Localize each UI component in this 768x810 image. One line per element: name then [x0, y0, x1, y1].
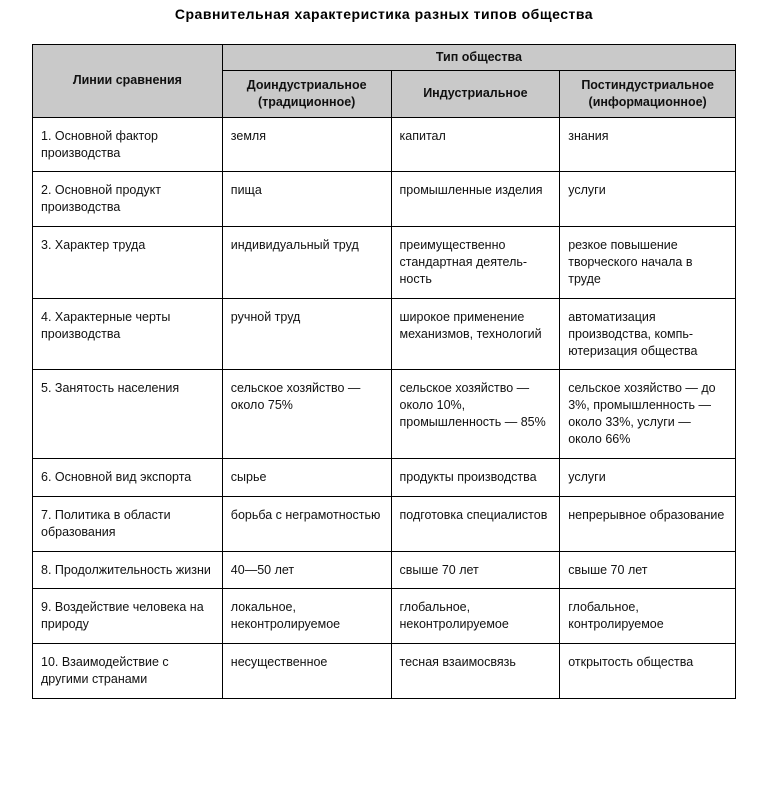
cell-b: промышленные изделия: [391, 172, 560, 227]
cell-b: глобальное, неконтролируемое: [391, 589, 560, 644]
header-lines: Линии сравнения: [33, 45, 223, 118]
table-row: 7. Политика в области образованияборьба …: [33, 496, 736, 551]
cell-c: глобальное, контролируемое: [560, 589, 736, 644]
cell-b: свыше 70 лет: [391, 551, 560, 589]
cell-a: пища: [222, 172, 391, 227]
cell-a: ручной труд: [222, 298, 391, 370]
row-label: 7. Политика в области образования: [33, 496, 223, 551]
table-row: 3. Характер трудаиндивидуальный трудпреи…: [33, 227, 736, 299]
cell-a: сельское хозяй­ство — около 75%: [222, 370, 391, 459]
cell-a: индивидуальный труд: [222, 227, 391, 299]
table-row: 8. Продолжительность жизни40—50 летсвыше…: [33, 551, 736, 589]
cell-c: свыше 70 лет: [560, 551, 736, 589]
table-row: 5. Занятость населениясельское хозяй­ств…: [33, 370, 736, 459]
cell-c: услуги: [560, 172, 736, 227]
comparison-table: Линии сравнения Тип общества Доиндустриа…: [32, 44, 736, 699]
header-group: Тип общества: [222, 45, 735, 71]
table-row: 4. Характерные черты производстваручной …: [33, 298, 736, 370]
cell-b: широкое применение механизмов, техноло­г…: [391, 298, 560, 370]
cell-b: капитал: [391, 117, 560, 172]
cell-c: знания: [560, 117, 736, 172]
cell-c: услуги: [560, 458, 736, 496]
cell-a: борьба с неграмотно­стью: [222, 496, 391, 551]
cell-c: сельское хозяйст­во — до 3%, промышленно…: [560, 370, 736, 459]
cell-b: тесная взаимосвязь: [391, 644, 560, 699]
cell-a: земля: [222, 117, 391, 172]
cell-a: несущественное: [222, 644, 391, 699]
row-label: 2. Основной продукт производства: [33, 172, 223, 227]
cell-a: сырье: [222, 458, 391, 496]
row-label: 3. Характер труда: [33, 227, 223, 299]
row-label: 9. Воздействие человека на природу: [33, 589, 223, 644]
table-row: 1. Основной фактор производстваземлякапи…: [33, 117, 736, 172]
table-row: 6. Основной вид экспортасырьепродукты пр…: [33, 458, 736, 496]
cell-b: преимущественно стандартная деятель­ност…: [391, 227, 560, 299]
cell-c: открытость общества: [560, 644, 736, 699]
row-label: 1. Основной фактор производства: [33, 117, 223, 172]
cell-c: резкое повышение творческого начала в тр…: [560, 227, 736, 299]
header-col2: Индустриальное: [391, 70, 560, 117]
row-label: 5. Занятость населения: [33, 370, 223, 459]
table-row: 10. Взаимодействие с другими странаминес…: [33, 644, 736, 699]
cell-c: непрерывное образование: [560, 496, 736, 551]
cell-a: 40—50 лет: [222, 551, 391, 589]
table-row: 9. Воздействие человека на природулокаль…: [33, 589, 736, 644]
cell-b: сельское хозяйство — около 10%, промышле…: [391, 370, 560, 459]
row-label: 10. Взаимодействие с другими странами: [33, 644, 223, 699]
cell-c: автоматизация производства, компь­ютериз…: [560, 298, 736, 370]
header-col1: Доиндустриальное (традиционное): [222, 70, 391, 117]
row-label: 8. Продолжительность жизни: [33, 551, 223, 589]
row-label: 4. Характерные черты производства: [33, 298, 223, 370]
table-row: 2. Основной продукт производствапищапром…: [33, 172, 736, 227]
row-label: 6. Основной вид экспорта: [33, 458, 223, 496]
page-title: Сравнительная характеристика разных типо…: [32, 6, 736, 22]
cell-b: продукты производства: [391, 458, 560, 496]
cell-a: локальное, неконтролируемое: [222, 589, 391, 644]
header-col3: Постиндустриальное (информационное): [560, 70, 736, 117]
cell-b: подготовка специалистов: [391, 496, 560, 551]
